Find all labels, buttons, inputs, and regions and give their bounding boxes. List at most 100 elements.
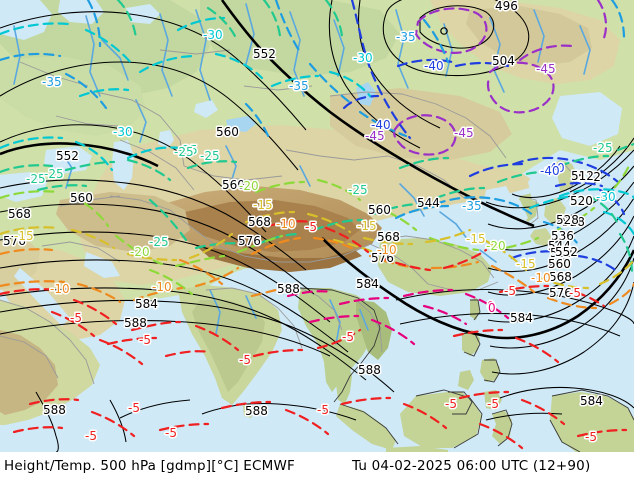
contour-label-halo: -25	[178, 143, 198, 157]
map-canvas[interactable]: 496 496 504 504 512 512 520 520 528 528 536 536 544 5…	[0, 0, 634, 452]
contour-label-halo: -40	[424, 59, 444, 73]
contour-label-halo: 584	[135, 297, 158, 311]
contour-label-halo: 512	[578, 170, 601, 184]
contour-label: -20	[239, 179, 259, 193]
contour-label: 584	[580, 394, 603, 408]
contour-label: -5	[504, 284, 516, 298]
contour-label-halo: -40	[545, 161, 565, 175]
contour-label-halo: 588	[277, 282, 300, 296]
contour-label: -25	[149, 235, 169, 249]
borders-layer	[0, 49, 577, 385]
contour-label-halo: 588	[43, 403, 66, 417]
contour-label: -45	[454, 126, 474, 140]
contour-label-halo: -5	[70, 311, 82, 325]
contour-label: 544	[548, 239, 571, 253]
contour-label: 504	[492, 54, 515, 68]
contour-label-halo: 0	[487, 299, 495, 313]
contour-label: 560	[222, 178, 245, 192]
contour-label: -25	[26, 172, 46, 186]
contour-label: 568	[8, 207, 31, 221]
contour-label-halo: 528	[562, 215, 585, 229]
contour-label: 568	[549, 270, 572, 284]
contour-label: 536	[551, 229, 574, 243]
contour-label: 584	[356, 277, 379, 291]
contour-label: -45	[536, 62, 556, 76]
contour-label: 588	[124, 316, 147, 330]
contour-label: -5	[239, 353, 251, 367]
contour-label: -35	[42, 75, 62, 89]
contour-label-halo: 520	[570, 194, 593, 208]
contour-label-halo: -5	[487, 397, 499, 411]
contour-label-halo: -5	[85, 429, 97, 443]
temp-contour-0	[286, 288, 510, 346]
contour-label: -10	[276, 217, 296, 231]
footer-datetime: Tu 04-02-2025 06:00 UTC (12+90)	[352, 458, 591, 474]
contour-label-halo: -25	[200, 149, 220, 163]
contour-label-halo: -15	[357, 219, 377, 233]
contour-label-halo: -15	[253, 198, 273, 212]
contour-label: -15	[253, 198, 273, 212]
contour-label: 568	[377, 230, 400, 244]
contour-label: -5	[342, 330, 354, 344]
contour-label-halo: 560	[70, 191, 93, 205]
contour-label: 576	[3, 234, 26, 248]
contour-label-halo: 560	[216, 125, 239, 139]
contour-label-halo: -5	[128, 401, 140, 415]
contour-label-halo: 552	[555, 245, 578, 259]
contour-label: -35	[462, 199, 482, 213]
contour-label-halo: -20	[239, 179, 259, 193]
contour-label: -25	[593, 141, 613, 155]
temp-contour--35	[0, 0, 626, 246]
contour-label: 552	[555, 245, 578, 259]
contour-label-halo: 552	[56, 149, 79, 163]
contour-label: -5	[569, 286, 581, 300]
temp-contour--45	[392, 0, 608, 156]
contour-label-halo: 560	[548, 257, 571, 271]
contour-label-halo: -5	[585, 430, 597, 444]
contour-label-halo: -25	[348, 183, 368, 197]
contour-label: -25	[178, 143, 198, 157]
contour-label-halo: 584	[510, 311, 533, 325]
contour-label-halo: -10	[531, 271, 551, 285]
contour-label-halo: -10	[152, 280, 172, 294]
contour-label: 560	[548, 257, 571, 271]
contour-label-halo: 0	[488, 301, 496, 315]
coastline-layer	[299, 287, 634, 452]
contour-label: 552	[56, 149, 79, 163]
contour-label: 544	[417, 196, 440, 210]
contour-label-halo: -5	[504, 284, 516, 298]
contour-label-halo: 568	[248, 215, 271, 229]
contour-label-halo: -35	[42, 75, 62, 89]
contour-label: -5	[139, 333, 151, 347]
contour-label: 560	[216, 125, 239, 139]
contour-label-halo: 568	[377, 230, 400, 244]
contour-label-halo: -40	[540, 164, 560, 178]
contour-label: -35	[396, 30, 416, 44]
contour-labels-layer: 4964965045045125125205205285285365365445…	[2, 0, 618, 446]
contour-label-halo: -20	[130, 245, 150, 259]
contour-label: 588	[43, 403, 66, 417]
contour-label: -30	[113, 125, 133, 139]
contour-label-halo: -5	[165, 426, 177, 440]
contour-label: 552	[550, 246, 573, 260]
contour-label-halo: -10	[377, 243, 397, 257]
contour-label: 0	[488, 301, 496, 315]
contour-label-halo: -30	[203, 28, 223, 42]
contour-label-halo: -25	[174, 145, 194, 159]
contour-label: 528	[556, 213, 579, 227]
contour-label-halo: -35	[462, 199, 482, 213]
contour-label: 512	[571, 169, 594, 183]
contour-label-halo: 544	[548, 239, 571, 253]
contour-label-halo: 512	[571, 169, 594, 183]
contour-label-halo: 576	[549, 286, 572, 300]
contour-label-halo: -5	[445, 397, 457, 411]
temp-contour--15	[0, 210, 634, 290]
contour-label: -25	[348, 183, 368, 197]
contour-label: -20	[130, 245, 150, 259]
contour-label-halo: -45	[454, 126, 474, 140]
contour-label-halo: -25	[149, 235, 169, 249]
contour-label: -10	[50, 282, 70, 296]
contour-label-halo: -25	[26, 172, 46, 186]
contour-label: 528	[562, 215, 585, 229]
